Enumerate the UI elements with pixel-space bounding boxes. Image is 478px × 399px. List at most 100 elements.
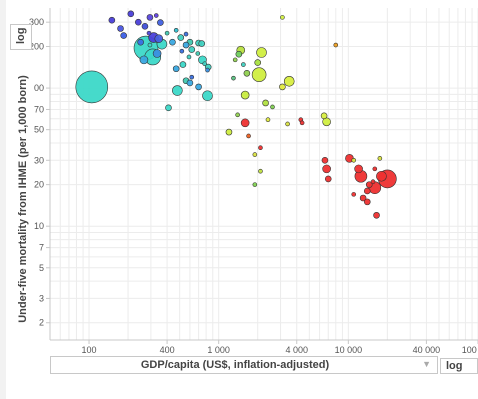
data-bubble[interactable] bbox=[254, 59, 262, 66]
data-bubble[interactable] bbox=[270, 104, 275, 110]
data-bubble[interactable] bbox=[370, 179, 376, 184]
data-bubble[interactable] bbox=[265, 117, 271, 123]
data-bubble[interactable] bbox=[152, 49, 162, 58]
tick-labels: 100 400 1 000 4 000 10 000 40 000 100 000 2 3 5 7 1… bbox=[29, 17, 478, 355]
data-bubble[interactable] bbox=[137, 38, 144, 46]
data-bubble[interactable] bbox=[195, 83, 202, 91]
y-tick-label: 300 bbox=[29, 17, 44, 27]
data-bubble[interactable] bbox=[279, 83, 286, 91]
data-bubble[interactable] bbox=[169, 38, 176, 46]
data-bubble[interactable] bbox=[258, 168, 263, 174]
data-bubble[interactable] bbox=[179, 48, 185, 54]
left-edge-strip bbox=[0, 0, 6, 399]
data-bubble[interactable] bbox=[147, 42, 153, 48]
y-tick-label: 100 bbox=[29, 83, 44, 93]
y-scale-toggle[interactable]: log bbox=[10, 24, 32, 50]
x-axis-label: GDP/capita (US$, inflation-adjusted) bbox=[140, 359, 330, 371]
data-bubble[interactable] bbox=[188, 46, 196, 53]
data-bubble[interactable] bbox=[240, 90, 250, 100]
data-bubble[interactable] bbox=[182, 41, 190, 49]
data-bubble[interactable] bbox=[354, 164, 363, 174]
data-bubble[interactable] bbox=[231, 75, 236, 81]
data-bubble[interactable] bbox=[258, 145, 263, 151]
y-tick-label: 200 bbox=[29, 42, 44, 52]
data-bubble[interactable] bbox=[108, 16, 116, 24]
data-bubble[interactable] bbox=[232, 57, 238, 63]
grid bbox=[49, 8, 478, 340]
data-bubble[interactable] bbox=[235, 50, 243, 58]
data-bubble[interactable] bbox=[321, 157, 329, 164]
data-bubble[interactable] bbox=[117, 25, 124, 32]
y-tick-label: 70 bbox=[34, 104, 44, 114]
data-bubble[interactable] bbox=[363, 198, 371, 206]
data-bubble[interactable] bbox=[283, 75, 295, 87]
data-bubble[interactable] bbox=[240, 118, 250, 128]
data-bubble[interactable] bbox=[285, 121, 290, 127]
data-bubble[interactable] bbox=[202, 90, 213, 102]
data-bubble[interactable] bbox=[252, 152, 258, 157]
data-bubble[interactable] bbox=[189, 74, 195, 80]
data-bubble[interactable] bbox=[365, 181, 373, 188]
data-bubble[interactable] bbox=[164, 30, 170, 36]
x-axis-indicator-selector[interactable]: GDP/capita (US$, inflation-adjusted) ▼ bbox=[50, 356, 438, 374]
data-bubble[interactable] bbox=[225, 128, 233, 136]
data-bubble[interactable] bbox=[324, 175, 332, 183]
data-bubble[interactable] bbox=[198, 40, 206, 47]
data-bubble[interactable] bbox=[376, 170, 387, 182]
data-bubble[interactable] bbox=[127, 10, 135, 18]
data-bubble[interactable] bbox=[186, 54, 192, 60]
data-bubble[interactable] bbox=[241, 62, 246, 67]
x-scale-toggle[interactable]: log bbox=[440, 358, 478, 374]
data-bubble[interactable] bbox=[246, 133, 251, 139]
data-bubble[interactable] bbox=[139, 55, 149, 65]
x-tick-label: 400 bbox=[160, 345, 175, 355]
data-bubble[interactable] bbox=[146, 14, 154, 21]
y-axis-indicator-selector[interactable]: Under-five mortality from IHME (per 1,00… bbox=[12, 56, 34, 342]
x-tick-label: 10 000 bbox=[335, 345, 363, 355]
data-bubble[interactable] bbox=[195, 51, 201, 56]
y-tick-label: 5 bbox=[39, 263, 44, 273]
data-bubble[interactable] bbox=[75, 70, 109, 104]
data-bubble[interactable] bbox=[120, 32, 127, 39]
data-bubble[interactable] bbox=[373, 211, 380, 219]
data-bubble[interactable] bbox=[252, 182, 258, 187]
y-scale-label: log bbox=[15, 27, 27, 45]
data-bubble[interactable] bbox=[141, 23, 149, 30]
data-bubble[interactable] bbox=[186, 79, 194, 87]
data-bubble[interactable] bbox=[320, 112, 328, 120]
data-bubble[interactable] bbox=[363, 187, 371, 195]
data-bubble[interactable] bbox=[299, 120, 305, 126]
y-tick-label: 3 bbox=[39, 293, 44, 303]
data-bubble[interactable] bbox=[280, 15, 285, 20]
data-bubble[interactable] bbox=[179, 61, 187, 68]
chevron-down-icon[interactable]: ▼ bbox=[422, 359, 431, 369]
data-bubble[interactable] bbox=[359, 194, 367, 202]
data-bubble[interactable] bbox=[372, 166, 378, 172]
data-bubble[interactable] bbox=[157, 19, 164, 26]
data-bubble[interactable] bbox=[154, 34, 164, 43]
data-bubble[interactable] bbox=[172, 85, 183, 96]
data-bubble[interactable] bbox=[377, 156, 383, 161]
data-bubble[interactable] bbox=[322, 164, 331, 174]
data-bubble[interactable] bbox=[172, 65, 180, 73]
data-bubble[interactable] bbox=[251, 67, 267, 82]
data-bubble[interactable] bbox=[333, 42, 339, 48]
data-bubble[interactable] bbox=[205, 67, 210, 73]
data-bubble[interactable] bbox=[183, 31, 189, 37]
data-bubble[interactable] bbox=[146, 30, 152, 36]
data-bubble[interactable] bbox=[153, 13, 159, 18]
data-bubble[interactable] bbox=[177, 34, 185, 41]
data-bubble[interactable] bbox=[256, 47, 267, 58]
data-bubble[interactable] bbox=[235, 112, 240, 118]
x-tick-label: 40 000 bbox=[413, 345, 441, 355]
data-bubble[interactable] bbox=[351, 192, 357, 197]
x-scale-label: log bbox=[446, 360, 463, 372]
data-bubble[interactable] bbox=[173, 28, 179, 33]
data-bubble[interactable] bbox=[243, 69, 251, 77]
data-bubble[interactable] bbox=[202, 61, 207, 67]
data-bubble[interactable] bbox=[262, 99, 269, 107]
x-tick-label: 100 bbox=[82, 345, 97, 355]
data-bubble[interactable] bbox=[351, 158, 357, 163]
data-bubble[interactable] bbox=[135, 18, 142, 26]
data-bubble[interactable] bbox=[165, 104, 172, 112]
